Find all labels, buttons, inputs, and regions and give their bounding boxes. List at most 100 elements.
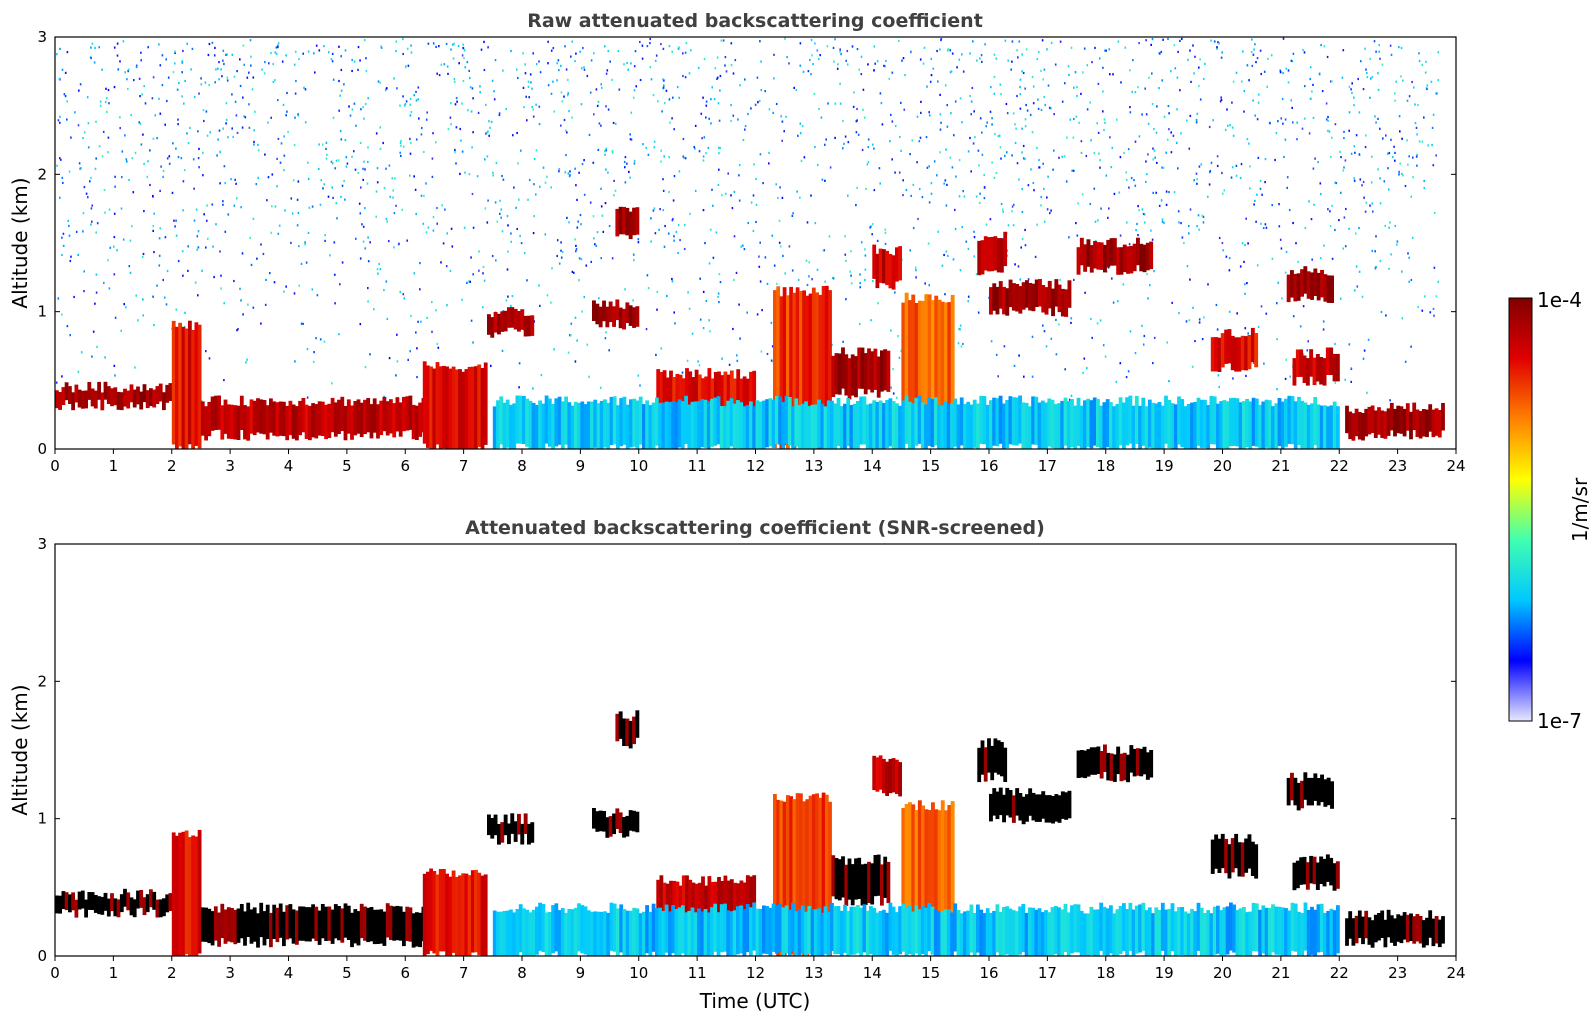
noise-cell bbox=[606, 69, 609, 72]
noise-cell bbox=[1004, 39, 1007, 42]
heatmap-cell bbox=[635, 207, 640, 235]
noise-cell bbox=[344, 139, 347, 142]
noise-cell bbox=[1198, 318, 1201, 321]
noise-cell bbox=[731, 207, 734, 210]
heatmap-cell bbox=[314, 906, 319, 941]
heatmap-cell bbox=[917, 395, 922, 444]
noise-cell bbox=[862, 108, 864, 111]
x-tick-label: 13 bbox=[804, 964, 823, 982]
noise-cell bbox=[402, 293, 405, 296]
heatmap-cell bbox=[813, 404, 818, 449]
noise-cell bbox=[415, 99, 418, 102]
noise-cell bbox=[730, 64, 733, 67]
noise-cell bbox=[284, 209, 286, 212]
noise-cell bbox=[630, 111, 633, 114]
heatmap-cell bbox=[765, 906, 769, 955]
noise-cell bbox=[801, 124, 804, 128]
noise-cell bbox=[1111, 277, 1113, 280]
heatmap-raw bbox=[55, 37, 1445, 449]
noise-cell bbox=[608, 349, 610, 352]
noise-cell bbox=[1041, 39, 1044, 42]
heatmap-cell bbox=[768, 907, 773, 956]
noise-cell bbox=[634, 50, 637, 53]
noise-cell bbox=[80, 351, 83, 354]
noise-cell bbox=[595, 88, 598, 91]
y-tick-label: 3 bbox=[37, 535, 47, 553]
noise-cell bbox=[432, 42, 435, 45]
noise-cell bbox=[1090, 139, 1092, 142]
noise-cell bbox=[664, 224, 666, 228]
noise-cell bbox=[671, 277, 673, 281]
heatmap-cell bbox=[856, 401, 860, 449]
noise-cell bbox=[1301, 127, 1304, 130]
noise-cell bbox=[516, 131, 518, 135]
heatmap-cell bbox=[850, 354, 855, 396]
noise-cell bbox=[276, 157, 278, 160]
heatmap-cell bbox=[1428, 404, 1433, 432]
noise-cell bbox=[965, 240, 968, 243]
noise-cell bbox=[393, 246, 395, 249]
noise-cell bbox=[1138, 42, 1140, 45]
noise-cell bbox=[1168, 128, 1170, 131]
noise-cell bbox=[1251, 64, 1254, 67]
noise-cell bbox=[710, 98, 712, 101]
noise-cell bbox=[719, 281, 722, 284]
heatmap-cell bbox=[1219, 910, 1224, 956]
noise-cell bbox=[274, 79, 276, 82]
noise-cell bbox=[866, 163, 869, 166]
noise-cell bbox=[969, 136, 971, 140]
noise-cell bbox=[1327, 119, 1329, 122]
heatmap-cell bbox=[200, 401, 205, 436]
noise-cell bbox=[989, 218, 992, 221]
noise-cell bbox=[604, 150, 606, 153]
noise-cell bbox=[307, 50, 310, 53]
noise-cell bbox=[1199, 98, 1202, 101]
heatmap-cell bbox=[517, 311, 521, 332]
heatmap-cell bbox=[1293, 273, 1298, 302]
noise-cell bbox=[654, 232, 657, 235]
heatmap-cell bbox=[703, 909, 708, 956]
heatmap-cell bbox=[931, 300, 935, 438]
noise-cell bbox=[95, 120, 97, 123]
noise-cell bbox=[945, 204, 948, 207]
heatmap-cell bbox=[992, 788, 997, 816]
noise-cell bbox=[576, 226, 579, 229]
noise-cell bbox=[701, 137, 703, 140]
heatmap-cell bbox=[940, 405, 945, 449]
heatmap-cell bbox=[580, 401, 585, 449]
noise-cell bbox=[538, 284, 540, 287]
heatmap-cell bbox=[1409, 411, 1413, 440]
heatmap-cell bbox=[618, 206, 623, 235]
heatmap-cell bbox=[685, 368, 689, 410]
heatmap-cell bbox=[1415, 914, 1420, 942]
heatmap-cell bbox=[217, 395, 221, 430]
noise-cell bbox=[1319, 257, 1322, 260]
heatmap-cell bbox=[810, 404, 815, 449]
noise-cell bbox=[457, 44, 460, 48]
noise-cell bbox=[80, 167, 82, 170]
noise-cell bbox=[1421, 63, 1424, 66]
noise-cell bbox=[488, 120, 490, 123]
heatmap-cell bbox=[1141, 397, 1146, 446]
noise-cell bbox=[362, 106, 364, 109]
noise-cell bbox=[624, 156, 627, 159]
noise-cell bbox=[486, 221, 489, 224]
noise-cell bbox=[1089, 101, 1091, 104]
heatmap-cell bbox=[1364, 910, 1369, 939]
noise-cell bbox=[139, 95, 141, 98]
heatmap-cell bbox=[1177, 907, 1181, 956]
noise-cell bbox=[1256, 118, 1259, 121]
noise-cell bbox=[104, 100, 107, 104]
heatmap-cell bbox=[1296, 782, 1301, 811]
heatmap-cell bbox=[762, 905, 766, 954]
heatmap-cell bbox=[415, 912, 419, 947]
heatmap-cell bbox=[921, 300, 925, 439]
noise-cell bbox=[450, 227, 453, 230]
noise-cell bbox=[1406, 99, 1409, 102]
noise-cell bbox=[380, 45, 382, 48]
noise-cell bbox=[317, 167, 320, 171]
noise-cell bbox=[354, 168, 357, 171]
noise-cell bbox=[59, 47, 61, 50]
noise-cell bbox=[970, 100, 973, 103]
noise-cell bbox=[768, 108, 771, 111]
